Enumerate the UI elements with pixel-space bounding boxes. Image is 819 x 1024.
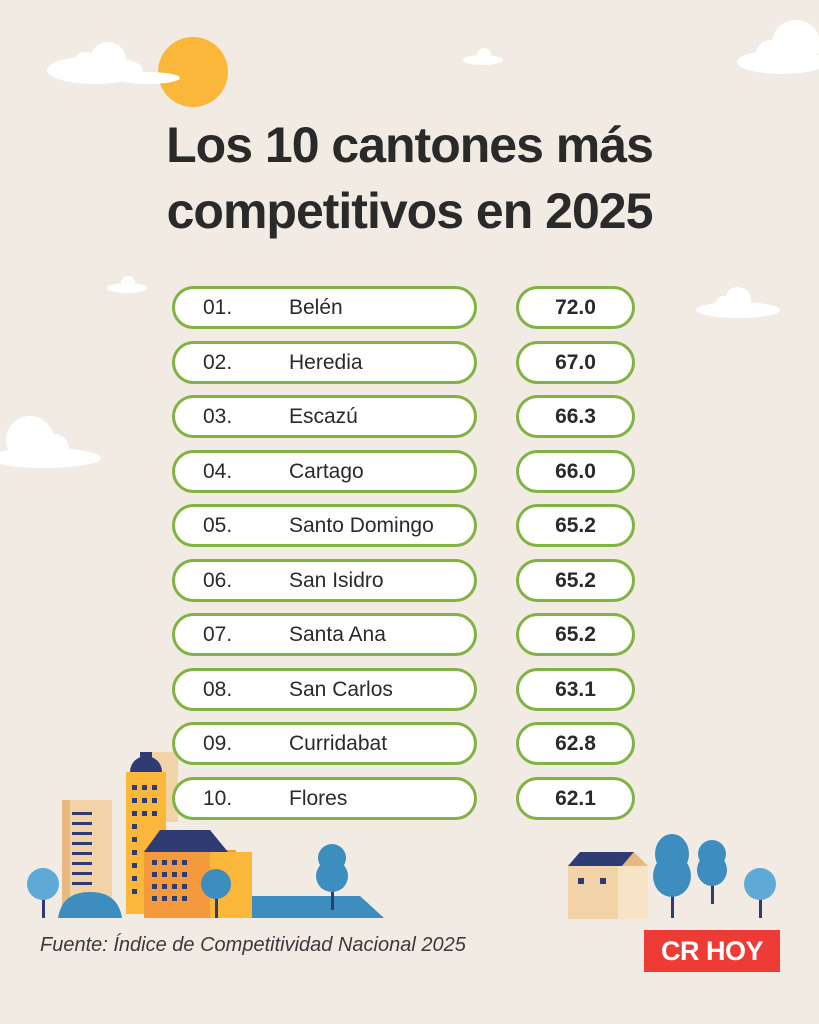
score-value: 67.0 bbox=[516, 341, 635, 384]
ranking-row: 01. Belén bbox=[172, 286, 477, 329]
ranking-row: 05. Santo Domingo bbox=[172, 504, 477, 547]
canton-name: Cartago bbox=[289, 460, 364, 483]
cloud-icon bbox=[0, 416, 101, 468]
canton-name: Santa Ana bbox=[289, 623, 386, 646]
cloud-icon bbox=[107, 276, 147, 293]
source-note: Fuente: Índice de Competitividad Naciona… bbox=[40, 934, 466, 956]
score-value: 62.1 bbox=[516, 777, 635, 820]
rank-number: 01. bbox=[203, 296, 233, 319]
page-title: Los 10 cantones más competitivos en 2025 bbox=[0, 112, 819, 244]
rank-number: 03. bbox=[203, 405, 233, 428]
score-value: 66.3 bbox=[516, 395, 635, 438]
score-value: 66.0 bbox=[516, 450, 635, 493]
city-illustration-right bbox=[568, 834, 776, 919]
ranking-row: 04. Cartago bbox=[172, 450, 477, 493]
cr-hoy-logo: CR HOY bbox=[644, 930, 780, 972]
cloud-icon bbox=[696, 287, 780, 318]
title-line-1: Los 10 cantones más bbox=[166, 117, 654, 173]
cloud-icon bbox=[737, 20, 819, 74]
cloud-icon bbox=[47, 42, 143, 84]
score-value: 72.0 bbox=[516, 286, 635, 329]
canton-name: San Carlos bbox=[289, 678, 393, 701]
score-value: 62.8 bbox=[516, 722, 635, 765]
ranking-row: 09. Curridabat bbox=[172, 722, 477, 765]
canton-name: Curridabat bbox=[289, 732, 388, 755]
rank-number: 06. bbox=[203, 569, 233, 592]
score-value: 63.1 bbox=[516, 668, 635, 711]
canton-name: Escazú bbox=[289, 405, 358, 428]
ranking-row: 06. San Isidro bbox=[172, 559, 477, 602]
rank-number: 05. bbox=[203, 514, 233, 537]
sun-icon bbox=[158, 37, 228, 107]
rank-number: 04. bbox=[203, 460, 233, 483]
ranking-row: 02. Heredia bbox=[172, 341, 477, 384]
ranking-row: 07. Santa Ana bbox=[172, 613, 477, 656]
cloud-icon bbox=[116, 72, 180, 84]
score-value: 65.2 bbox=[516, 613, 635, 656]
score-value: 65.2 bbox=[516, 504, 635, 547]
canton-name: Santo Domingo bbox=[289, 514, 434, 537]
canton-name: Belén bbox=[289, 296, 343, 319]
canton-name: Flores bbox=[289, 787, 348, 810]
rank-number: 07. bbox=[203, 623, 233, 646]
rank-number: 09. bbox=[203, 732, 233, 755]
rank-number: 08. bbox=[203, 678, 233, 701]
rank-number: 02. bbox=[203, 351, 233, 374]
title-line-2: competitivos en 2025 bbox=[166, 183, 654, 239]
rank-number: 10. bbox=[203, 787, 233, 810]
ranking-row: 10. Flores bbox=[172, 777, 477, 820]
cloud-icon bbox=[463, 48, 503, 65]
ranking-row: 08. San Carlos bbox=[172, 668, 477, 711]
canton-name: Heredia bbox=[289, 351, 363, 374]
canton-name: San Isidro bbox=[289, 569, 384, 592]
score-value: 65.2 bbox=[516, 559, 635, 602]
city-illustration-left bbox=[27, 752, 384, 918]
ranking-row: 03. Escazú bbox=[172, 395, 477, 438]
